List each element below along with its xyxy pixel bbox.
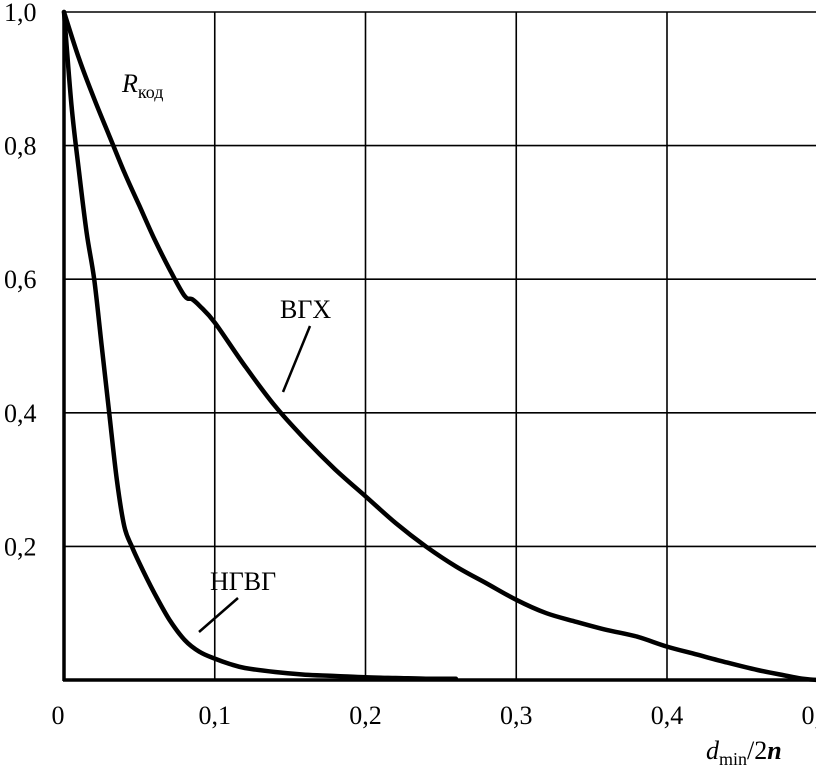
y-axis-label-main: R: [121, 69, 138, 98]
leader-line-vgh: [281, 325, 312, 393]
x-tick-label-4: 0,4: [651, 701, 684, 730]
x-axis-label-tail-var: n: [767, 736, 781, 765]
x-tick-label-5: 0,5: [802, 701, 816, 730]
y-tick-label-0: 1,0: [4, 0, 37, 27]
series-lines: [61, 9, 816, 683]
x-axis-label-sub: min: [719, 749, 747, 767]
tick-labels: 0 0,1 0,2 0,3 0,4 0,5 1,0 0,8 0,6 0,4 0,2: [4, 0, 816, 730]
y-tick-label-3: 0,4: [4, 399, 37, 428]
x-tick-label-3: 0,3: [500, 701, 533, 730]
annotation-vgh: ВГХ: [280, 295, 331, 324]
x-axis-label-main: d: [706, 736, 720, 765]
y-tick-label-2: 0,6: [4, 265, 37, 294]
axes: [62, 12, 816, 682]
series-line-1: [61, 9, 459, 681]
x-tick-label-0: 0: [52, 701, 65, 730]
x-axis-label-tail: /2: [747, 736, 767, 765]
y-axis-label: Rкод: [121, 69, 163, 102]
x-axis-label: dmin/2n: [706, 736, 782, 767]
grid: [64, 11, 816, 680]
leader-line-ngvg: [198, 597, 239, 633]
y-tick-label-1: 0,8: [4, 132, 37, 161]
x-tick-label-2: 0,2: [349, 701, 382, 730]
x-tick-label-1: 0,1: [199, 701, 232, 730]
annotation-ngvg: НГВГ: [210, 567, 276, 596]
y-axis-label-sub: код: [138, 82, 163, 102]
annotation-leaders: [198, 325, 312, 633]
series-line-0: [61, 9, 816, 683]
y-tick-label-4: 0,2: [4, 532, 37, 561]
